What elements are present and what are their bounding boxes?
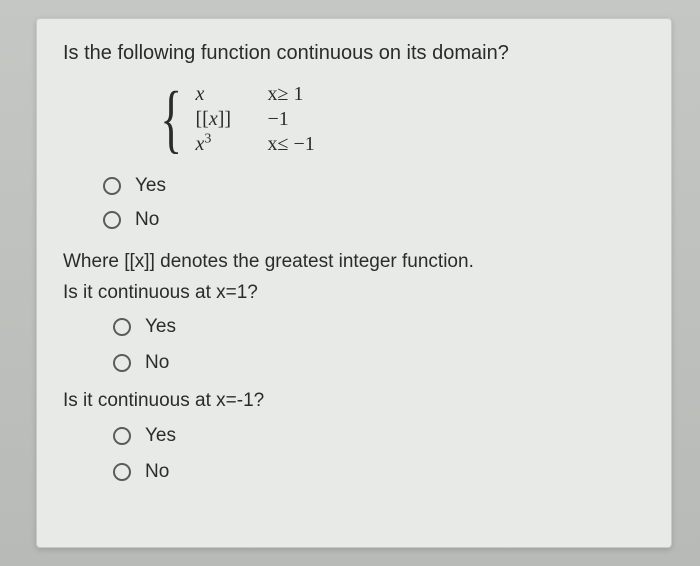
option-no[interactable]: No	[113, 352, 645, 374]
piece-expr: [[x]]	[195, 108, 267, 131]
piecewise-row: x x≥ 1	[195, 83, 377, 106]
question2-options: Yes No	[113, 316, 645, 374]
option-no[interactable]: No	[103, 209, 645, 231]
option-yes[interactable]: Yes	[103, 175, 645, 197]
question1-prompt: Is the following function continuous on …	[63, 39, 645, 67]
radio-icon[interactable]	[113, 318, 131, 336]
option-label: No	[145, 352, 169, 374]
option-label: No	[135, 209, 159, 231]
option-label: Yes	[145, 316, 176, 338]
radio-icon[interactable]	[113, 427, 131, 445]
option-yes[interactable]: Yes	[113, 316, 645, 338]
question2-prompt: Is it continuous at x=1?	[63, 280, 645, 307]
radio-icon[interactable]	[113, 463, 131, 481]
piecewise-rows: x x≥ 1 [[x]] −1 x3 x≤ −1	[195, 83, 377, 156]
radio-icon[interactable]	[113, 354, 131, 372]
question-card: Is the following function continuous on …	[36, 18, 672, 548]
piecewise-function: { x x≥ 1 [[x]] −1 x3 x≤ −1	[153, 81, 645, 157]
piece-expr: x	[195, 83, 267, 106]
piecewise-row: x3 x≤ −1	[195, 133, 377, 156]
option-yes[interactable]: Yes	[113, 425, 645, 447]
piece-cond: x≤ −1	[267, 133, 377, 156]
question3-options: Yes No	[113, 425, 645, 483]
piece-cond: −1	[267, 108, 377, 131]
option-label: Yes	[145, 425, 176, 447]
piecewise-row: [[x]] −1	[195, 108, 377, 131]
option-label: No	[145, 461, 169, 483]
option-label: Yes	[135, 175, 166, 197]
option-no[interactable]: No	[113, 461, 645, 483]
question1-options: Yes No	[103, 175, 645, 231]
question3-prompt: Is it continuous at x=-1?	[63, 388, 645, 415]
radio-icon[interactable]	[103, 177, 121, 195]
note-text: Where [[x]] denotes the greatest integer…	[63, 249, 645, 276]
piece-cond: x≥ 1	[267, 83, 377, 106]
radio-icon[interactable]	[103, 211, 121, 229]
piece-expr: x3	[195, 133, 267, 156]
brace-icon: {	[160, 81, 182, 157]
